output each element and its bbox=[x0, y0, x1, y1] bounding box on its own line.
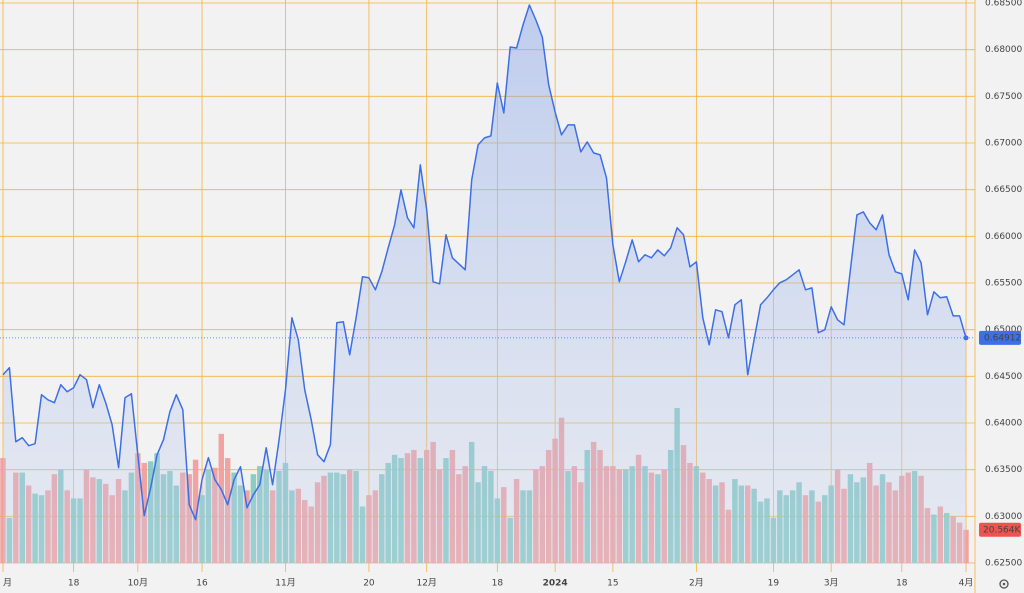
x-tick-label: 12月 bbox=[416, 578, 436, 589]
x-tick-label: 16 bbox=[196, 579, 208, 589]
price-line bbox=[2, 4, 967, 521]
price-area bbox=[3, 5, 966, 563]
settings-icon[interactable] bbox=[999, 579, 1009, 589]
y-tick-label: 0.62500 bbox=[985, 559, 1022, 569]
volume-last-label: 20.564K bbox=[983, 525, 1021, 535]
x-tick-label: 18 bbox=[896, 579, 908, 589]
y-tick-label: 0.63500 bbox=[985, 465, 1022, 475]
last-price-badge bbox=[979, 330, 1021, 345]
y-tick-label: 0.67000 bbox=[985, 139, 1022, 149]
x-tick-label: 3月 bbox=[824, 578, 839, 589]
x-tick-label: 11月 bbox=[275, 578, 295, 589]
volume-bar bbox=[192, 459, 199, 563]
y-tick-label: 0.64000 bbox=[985, 419, 1022, 429]
y-tick-label: 0.65500 bbox=[985, 279, 1022, 289]
y-tick-label: 0.66000 bbox=[985, 232, 1022, 242]
volume-last-badge bbox=[979, 522, 1021, 537]
x-tick-label: 18 bbox=[492, 579, 504, 589]
x-tick-label: 19 bbox=[768, 579, 780, 589]
x-tick-label: 2月 bbox=[689, 578, 704, 589]
y-tick-label: 0.68000 bbox=[985, 45, 1022, 55]
x-tick-label: 15 bbox=[607, 579, 618, 589]
x-tick-label: 2024 bbox=[543, 579, 568, 589]
y-tick-label: 0.65000 bbox=[985, 325, 1022, 335]
x-tick-label: 4月 bbox=[959, 578, 974, 589]
y-tick-label: 0.68500 bbox=[985, 0, 1022, 9]
y-tick-label: 0.63000 bbox=[985, 512, 1022, 522]
y-tick-label: 0.66500 bbox=[985, 185, 1022, 195]
x-tick-label: 10月 bbox=[128, 578, 148, 589]
x-tick-label: 月 bbox=[3, 578, 12, 589]
y-tick-label: 0.67500 bbox=[985, 92, 1022, 102]
last-price-dot bbox=[963, 335, 969, 341]
x-tick-label: 18 bbox=[68, 579, 80, 589]
x-tick-label: 20 bbox=[363, 579, 375, 589]
last-price-label: 0.64912 bbox=[984, 333, 1021, 343]
y-tick-label: 0.64500 bbox=[985, 372, 1022, 382]
